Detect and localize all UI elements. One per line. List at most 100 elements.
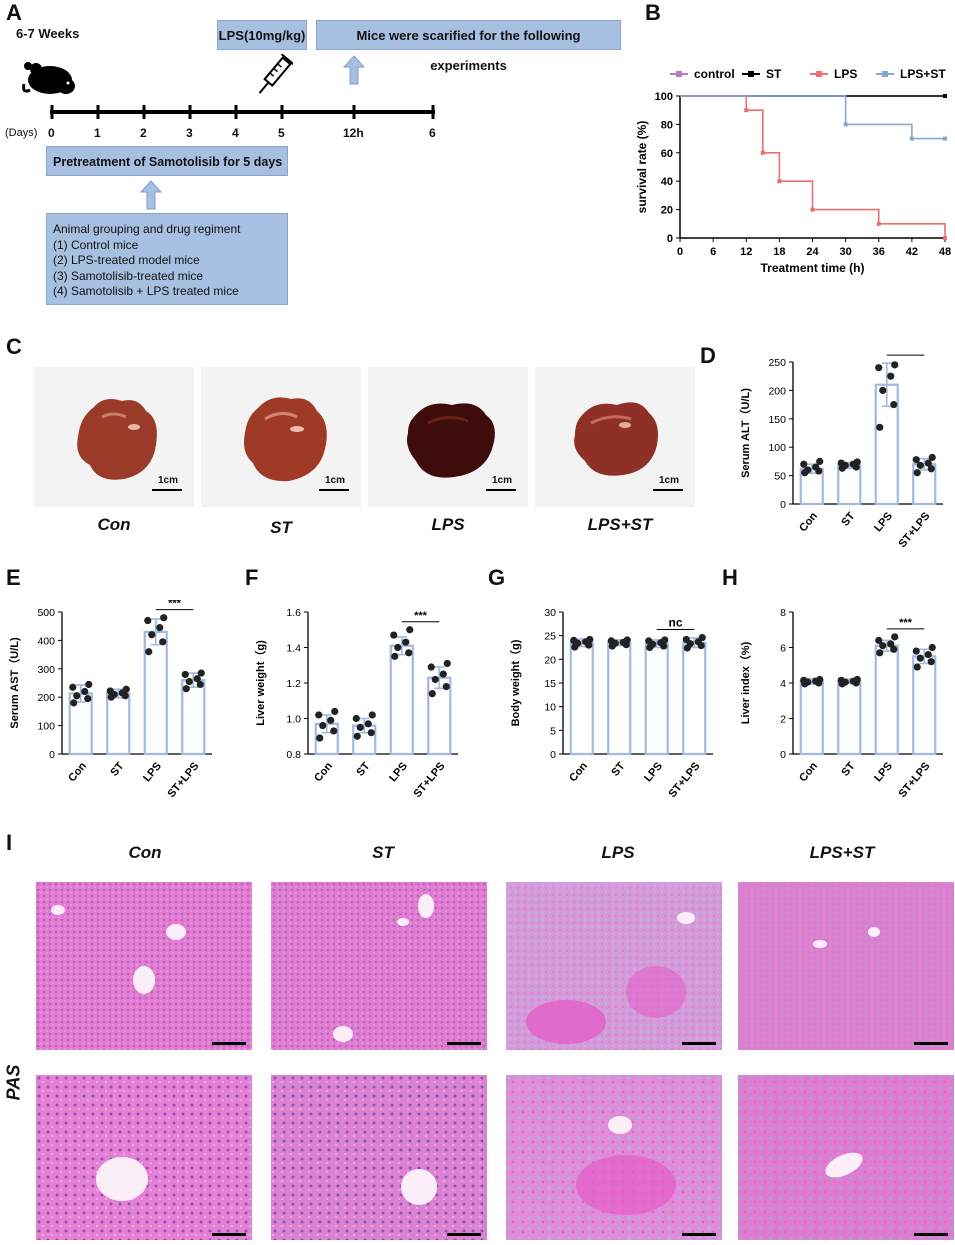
data-point-ST: [837, 459, 845, 467]
y-axis-label: survival rate (%): [635, 121, 649, 214]
x-tick-label-LPS: LPS: [642, 760, 665, 784]
y-tick-label: 100: [655, 91, 673, 103]
histology-con-low: [36, 882, 252, 1050]
x-tick-label-LPS: LPS: [387, 760, 410, 784]
data-point-ST+LPS: [912, 647, 920, 655]
series-point-LPS: [744, 108, 749, 113]
y-tick-label: 1.4: [286, 643, 301, 655]
x-axis-label: Treatment time (h): [760, 261, 864, 275]
y-tick-label: 250: [768, 357, 786, 369]
data-point-LPS: [875, 364, 883, 372]
x-tick-label-Con: Con: [797, 760, 820, 784]
age-label: 6-7 Weeks: [16, 26, 80, 41]
data-point-ST+LPS: [912, 456, 920, 464]
x-tick-label-ST+LPS: ST+LPS: [411, 760, 447, 800]
scale-label: 1cm: [492, 475, 513, 486]
liver-photo-st: 1cm: [201, 367, 361, 507]
days-label: (Days): [5, 127, 38, 139]
pas-stain-label: PAS: [3, 1064, 24, 1101]
y-tick-label: 1.0: [286, 714, 301, 726]
series-point-LPS+ST: [843, 122, 848, 127]
x-tick-label: 48: [939, 246, 951, 258]
body-weight-bar-chart: 0 5 10 15 20 25 30 Body weight（g) Con ST LPS ST+LPS…: [509, 607, 713, 800]
data-point-ST+LPS: [913, 469, 921, 477]
photo-label-con: Con: [97, 515, 131, 534]
series-line-LPS+ST: [680, 95, 945, 140]
y-tick-label: 6: [780, 643, 786, 655]
tick-1: 1: [94, 126, 101, 140]
data-point-ST+LPS: [916, 461, 924, 469]
photo-label-st: ST: [270, 518, 292, 537]
y-tick-label: 0.8: [286, 749, 301, 761]
data-point-LPS: [405, 649, 413, 657]
histology-lps-st-low: [738, 882, 954, 1050]
group-3: (3) Samotolisib-treated mice: [53, 268, 204, 283]
y-tick-label: 30: [544, 607, 556, 619]
y-tick-label: 300: [37, 664, 55, 676]
data-point-ST+LPS: [181, 670, 189, 679]
data-point-LPS: [890, 645, 898, 653]
liver-index-bar-chart: 0 2 4 6 8 Liver index（%) Con ST LPS ST+LPS ***: [739, 607, 943, 800]
significance-label: ***: [899, 350, 913, 355]
tick-5: 5: [278, 126, 285, 140]
x-tick-label-ST: ST: [354, 760, 372, 779]
y-tick-label: 80: [661, 119, 673, 131]
data-point-LPS: [890, 401, 898, 409]
data-point-ST: [623, 636, 631, 644]
data-point-ST+LPS: [197, 669, 205, 677]
x-tick-label-ST+LPS: ST+LPS: [896, 510, 932, 550]
data-point-ST+LPS: [193, 675, 201, 683]
data-point-ST: [364, 720, 372, 728]
series-point-LPS: [943, 236, 947, 240]
data-point-LPS: [879, 642, 887, 650]
data-point-LPS: [390, 631, 398, 639]
significance-label: ***: [414, 610, 428, 622]
data-point-LPS: [394, 643, 402, 652]
x-tick-label-ST: ST: [108, 760, 126, 779]
x-tick-label-Con: Con: [66, 760, 89, 784]
data-point-Con: [85, 680, 93, 689]
x-tick-label: 30: [840, 246, 852, 258]
x-tick-label-ST+LPS: ST+LPS: [666, 760, 702, 800]
y-axis-label: Liver index（%): [739, 641, 752, 724]
histology-lps-low: [506, 882, 722, 1050]
pas-label-lps-st: LPS+ST: [809, 843, 875, 862]
bar-LPS: [644, 642, 669, 756]
liver-photo-lps: 1cm: [368, 367, 528, 507]
tick-6: 6: [429, 126, 436, 140]
x-tick-label: 0: [677, 246, 683, 258]
data-point-Con: [330, 727, 338, 735]
mouse-icon: [22, 62, 75, 94]
tick-4: 4: [232, 126, 239, 140]
x-tick-label: 36: [873, 246, 885, 258]
histology-st-low: [271, 882, 487, 1050]
bar-Con: [569, 641, 594, 756]
x-tick-label-ST+LPS: ST+LPS: [165, 760, 201, 800]
x-tick-label-LPS: LPS: [872, 510, 895, 534]
data-point-Con: [816, 457, 824, 465]
data-point-ST+LPS: [698, 633, 706, 642]
bar-ST+LPS: [682, 641, 707, 756]
legend-marker-LPS: [816, 71, 822, 77]
data-point-LPS: [891, 361, 899, 369]
y-tick-label: 10: [544, 702, 556, 714]
x-tick-label-Con: Con: [312, 760, 335, 784]
significance-label: ***: [899, 617, 913, 629]
y-tick-label: 50: [774, 471, 786, 483]
data-point-ST+LPS: [442, 682, 450, 691]
data-point-LPS: [876, 423, 884, 431]
legend-marker-LPS+ST: [882, 71, 888, 77]
timeline-axis: [50, 105, 435, 119]
data-point-ST+LPS: [913, 663, 921, 671]
y-tick-label: 20: [544, 654, 556, 666]
data-point-LPS: [156, 624, 164, 632]
pas-label-st: ST: [372, 843, 394, 862]
syringe-icon: [258, 53, 293, 94]
data-point-LPS: [406, 626, 414, 634]
histology-con-high: [36, 1075, 252, 1240]
data-point-LPS: [159, 638, 167, 646]
arrow-up-icon: [343, 55, 365, 85]
y-tick-label: 150: [768, 414, 786, 426]
y-tick-label: 200: [768, 385, 786, 397]
series-point-LPS: [760, 150, 765, 155]
